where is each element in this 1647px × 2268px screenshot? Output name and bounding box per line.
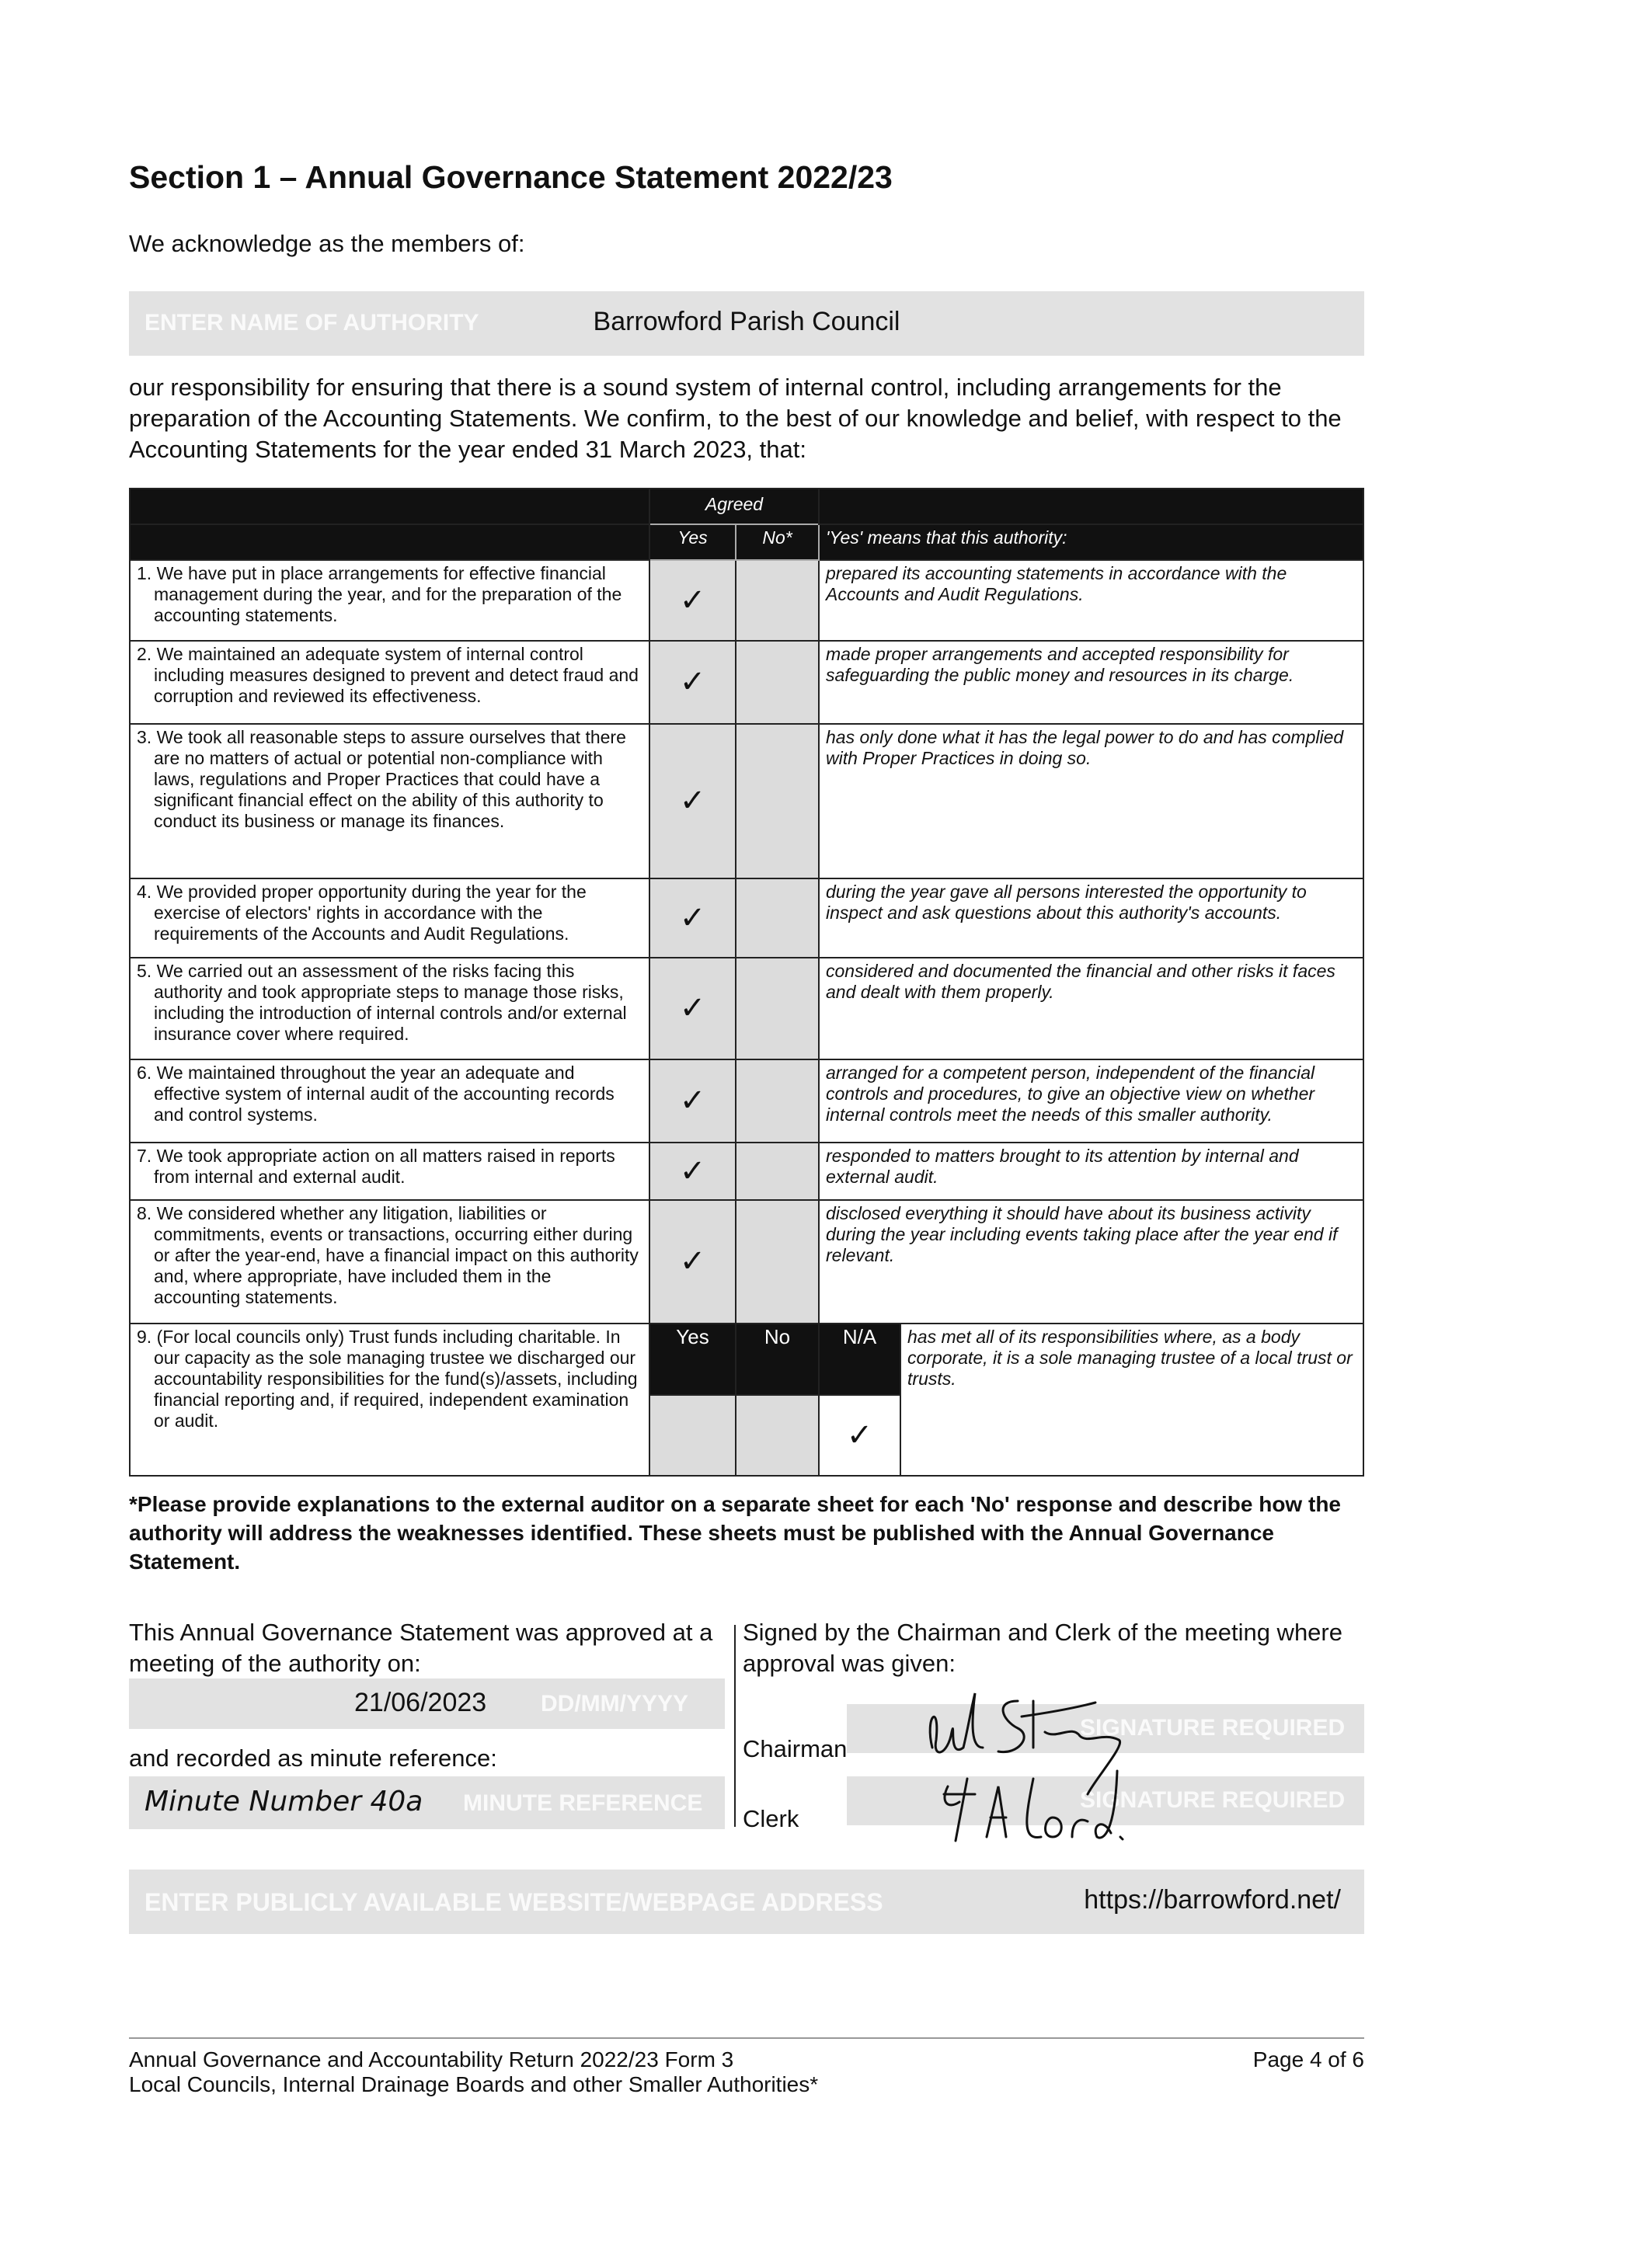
table-row: 2. We maintained an adequate system of i…: [129, 640, 1364, 725]
check-icon: ✓: [679, 665, 706, 699]
clerk-signature-field[interactable]: SIGNATURE REQUIRED: [847, 1776, 1364, 1825]
check-icon: ✓: [679, 583, 706, 617]
statement-text: 2. We maintained an adequate system of i…: [129, 640, 650, 725]
table-row: 7. We took appropriate action on all mat…: [129, 1142, 1364, 1201]
table-row: 4. We provided proper opportunity during…: [129, 878, 1364, 958]
chairman-signature: [928, 1692, 984, 1754]
footer-line-1: Annual Governance and Accountability Ret…: [129, 2047, 734, 2071]
statement-text: 1. We have put in place arrangements for…: [129, 559, 650, 642]
yes-checkbox[interactable]: ✓: [649, 878, 736, 958]
na-checkbox[interactable]: ✓: [818, 1394, 902, 1477]
no-header: No*: [734, 524, 820, 561]
no-checkbox[interactable]: [734, 957, 820, 1060]
footnote: *Please provide explanations to the exte…: [129, 1492, 1341, 1574]
yes-checkbox[interactable]: ✓: [649, 640, 736, 725]
no-checkbox[interactable]: [734, 723, 820, 879]
no-checkbox[interactable]: [734, 878, 820, 958]
yes-header: Yes: [649, 524, 736, 561]
signatures-image: [928, 1692, 1124, 1842]
na-header: N/A: [818, 1323, 902, 1396]
table-row: ✓: [130, 1394, 1363, 1477]
no-header: No: [734, 1323, 820, 1396]
page-number: Page 4 of 6: [1252, 2047, 1364, 2071]
yes-checkbox[interactable]: ✓: [649, 1142, 736, 1201]
no-checkbox[interactable]: [734, 559, 820, 642]
intro-text: We acknowledge as the members of:: [129, 230, 525, 257]
statement-text: 9. (For local councils only) Trust funds…: [129, 1323, 650, 1477]
authority-name: Barrowford Parish Council: [593, 307, 900, 336]
statement-text: 4. We provided proper opportunity during…: [129, 878, 650, 958]
agreed-header: Agreed: [648, 488, 820, 524]
approval-date-field[interactable]: 21/06/2023 DD/MM/YYYY: [129, 1678, 725, 1729]
meaning-text: during the year gave all persons interes…: [818, 878, 1364, 958]
clerk-signature: [942, 1769, 1124, 1842]
meaning-text: made proper arrangements and accepted re…: [818, 640, 1364, 725]
governance-table: Agreed Yes No* 'Yes' means that this aut…: [129, 488, 1364, 1477]
yes-checkbox[interactable]: ✓: [649, 723, 736, 879]
yes-checkbox[interactable]: ✓: [649, 957, 736, 1060]
clerk-label: Clerk: [743, 1805, 799, 1832]
chairman-signature-field[interactable]: SIGNATURE REQUIRED: [847, 1704, 1364, 1753]
authority-placeholder: ENTER NAME OF AUTHORITY: [145, 310, 479, 336]
means-header: 'Yes' means that this authority:: [818, 524, 1364, 561]
clerk-sig-placeholder: SIGNATURE REQUIRED: [1080, 1787, 1346, 1813]
check-icon: ✓: [846, 1418, 873, 1452]
footer-text: Annual Governance and Accountability Ret…: [129, 2047, 818, 2097]
chairman-sig-placeholder: SIGNATURE REQUIRED: [1080, 1715, 1346, 1741]
meaning-text: considered and documented the financial …: [818, 957, 1364, 1060]
yes-header: Yes: [649, 1323, 736, 1396]
check-icon: ✓: [679, 991, 706, 1025]
statement-text: 8. We considered whether any litigation,…: [129, 1199, 650, 1324]
meaning-text: prepared its accounting statements in ac…: [818, 559, 1364, 642]
table-row: 9. (For local councils only) Trust funds…: [129, 1323, 1364, 1477]
meaning-text: responded to matters brought to its atte…: [818, 1142, 1364, 1201]
page-title: Section 1 – Annual Governance Statement …: [129, 159, 893, 195]
minute-reference-field[interactable]: Minute Number 40a MINUTE REFERENCE: [129, 1776, 725, 1829]
footer-rule: [129, 2037, 1364, 2039]
website-placeholder: ENTER PUBLICLY AVAILABLE WEBSITE/WEBPAGE…: [145, 1888, 883, 1916]
statement-text: 5. We carried out an assessment of the r…: [129, 957, 650, 1060]
statement-text: 3. We took all reasonable steps to assur…: [129, 723, 650, 879]
yes-checkbox[interactable]: ✓: [649, 559, 736, 642]
no-checkbox[interactable]: [734, 1199, 820, 1324]
table-row: 5. We carried out an assessment of the r…: [129, 957, 1364, 1060]
signed-text: Signed by the Chairman and Clerk of the …: [743, 1619, 1342, 1677]
website-url[interactable]: https://barrowford.net/: [1084, 1885, 1341, 1915]
table-row: 1. We have put in place arrangements for…: [129, 559, 1364, 642]
approval-date: 21/06/2023: [354, 1688, 487, 1717]
date-placeholder: DD/MM/YYYY: [541, 1691, 689, 1717]
yes-checkbox[interactable]: [649, 1394, 736, 1477]
no-checkbox[interactable]: [734, 1059, 820, 1143]
no-checkbox[interactable]: [734, 1394, 820, 1477]
yes-checkbox[interactable]: ✓: [649, 1059, 736, 1143]
chairman-label: Chairman: [743, 1735, 848, 1762]
meaning-text: has only done what it has the legal powe…: [818, 723, 1364, 879]
minute-text: and recorded as minute reference:: [129, 1744, 497, 1772]
no-checkbox[interactable]: [734, 640, 820, 725]
yes-checkbox[interactable]: ✓: [649, 1199, 736, 1324]
website-field[interactable]: ENTER PUBLICLY AVAILABLE WEBSITE/WEBPAGE…: [129, 1870, 1364, 1934]
check-icon: ✓: [679, 784, 706, 818]
table-row: 3. We took all reasonable steps to assur…: [129, 723, 1364, 879]
statement-text: 6. We maintained throughout the year an …: [129, 1059, 650, 1143]
table-row: 6. We maintained throughout the year an …: [129, 1059, 1364, 1143]
check-icon: ✓: [679, 1244, 706, 1278]
check-icon: ✓: [679, 1084, 706, 1118]
meaning-text: disclosed everything it should have abou…: [818, 1199, 1364, 1324]
chairman-signature-stroke: [997, 1699, 1122, 1796]
statement-text: 7. We took appropriate action on all mat…: [129, 1142, 650, 1201]
approved-text: This Annual Governance Statement was app…: [129, 1619, 713, 1677]
meaning-text: arranged for a competent person, indepen…: [818, 1059, 1364, 1143]
footer-line-2: Local Councils, Internal Drainage Boards…: [129, 2072, 819, 2096]
table-row: 8. We considered whether any litigation,…: [129, 1199, 1364, 1324]
responsibility-paragraph: our responsibility for ensuring that the…: [129, 374, 1342, 463]
minute-reference-handwritten: Minute Number 40a: [145, 1786, 423, 1818]
authority-name-field[interactable]: ENTER NAME OF AUTHORITY Barrowford Paris…: [129, 291, 1364, 356]
meaning-text: has met all of its responsibilities wher…: [900, 1323, 1364, 1477]
check-icon: ✓: [679, 900, 706, 935]
minute-placeholder: MINUTE REFERENCE: [463, 1790, 703, 1816]
no-checkbox[interactable]: [734, 1142, 820, 1201]
check-icon: ✓: [679, 1153, 706, 1188]
section-divider: [734, 1625, 736, 1827]
